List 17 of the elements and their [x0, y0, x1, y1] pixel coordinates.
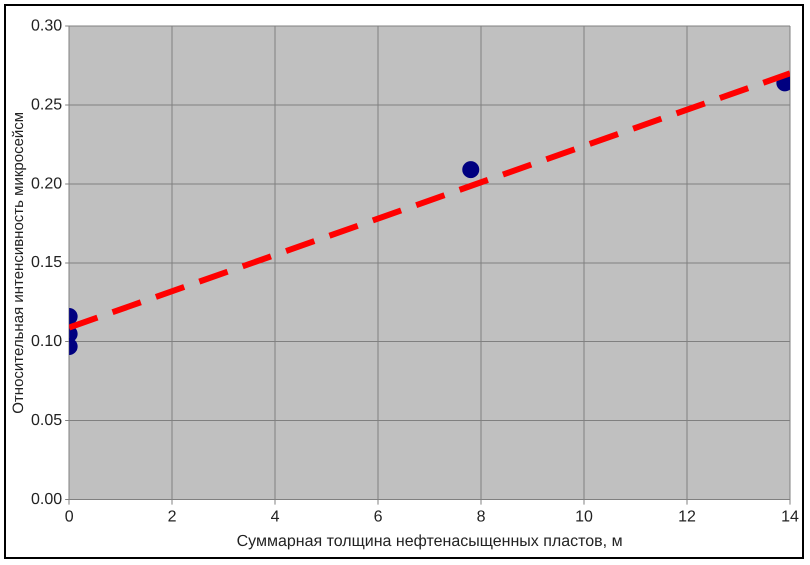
y-tick-label: 0.20	[31, 175, 62, 192]
y-tick-label: 0.05	[31, 412, 62, 430]
y-axis-title: Относительная интенсивность микросейсм	[10, 112, 28, 414]
x-tick-label: 6	[374, 508, 383, 526]
x-tick-label: 8	[476, 508, 486, 526]
x-tick-label: 14	[781, 508, 799, 526]
x-tick-label: 12	[678, 508, 696, 526]
y-tick-label: 0.15	[31, 254, 62, 272]
x-tick-label: 2	[168, 508, 177, 526]
y-tick-label: 0.00	[31, 491, 62, 508]
x-axis-title: Суммарная толщина нефтенасыщенных пластов, м	[236, 532, 623, 550]
y-tick-label: 0.25	[31, 96, 62, 114]
x-tick-label: 0	[64, 508, 74, 526]
y-tick-label: 0.30	[31, 17, 62, 34]
x-tick-label: 4	[270, 508, 280, 526]
y-tick-label: 0.10	[31, 333, 62, 350]
x-tick-label: 10	[575, 508, 594, 526]
